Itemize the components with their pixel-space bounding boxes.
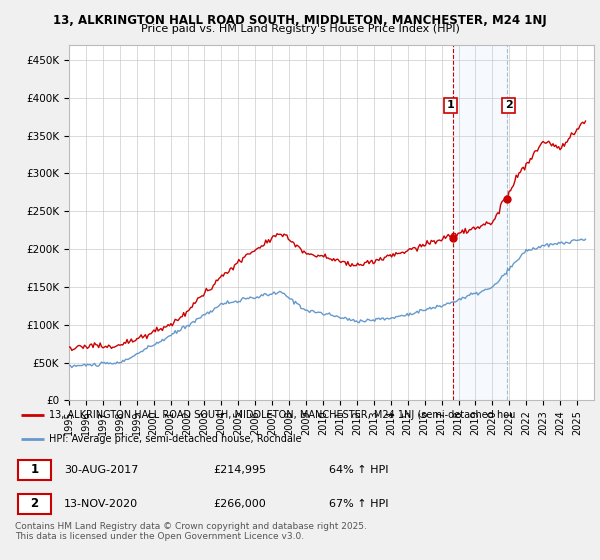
Text: 13, ALKRINGTON HALL ROAD SOUTH, MIDDLETON, MANCHESTER, M24 1NJ (semi-detached ho: 13, ALKRINGTON HALL ROAD SOUTH, MIDDLETO… — [49, 410, 516, 420]
Text: HPI: Average price, semi-detached house, Rochdale: HPI: Average price, semi-detached house,… — [49, 435, 302, 444]
Text: 1: 1 — [446, 100, 454, 110]
FancyBboxPatch shape — [18, 460, 51, 480]
Text: Contains HM Land Registry data © Crown copyright and database right 2025.
This d: Contains HM Land Registry data © Crown c… — [15, 522, 367, 542]
Text: £214,995: £214,995 — [214, 465, 267, 475]
Text: 2: 2 — [505, 100, 512, 110]
Text: 67% ↑ HPI: 67% ↑ HPI — [329, 499, 388, 509]
Text: 13, ALKRINGTON HALL ROAD SOUTH, MIDDLETON, MANCHESTER, M24 1NJ: 13, ALKRINGTON HALL ROAD SOUTH, MIDDLETO… — [53, 14, 547, 27]
Text: £266,000: £266,000 — [214, 499, 266, 509]
Text: 30-AUG-2017: 30-AUG-2017 — [64, 465, 138, 475]
FancyBboxPatch shape — [18, 494, 51, 514]
Bar — [453, 45, 507, 400]
Text: 2: 2 — [31, 497, 38, 510]
Text: 13-NOV-2020: 13-NOV-2020 — [64, 499, 138, 509]
Text: Price paid vs. HM Land Registry's House Price Index (HPI): Price paid vs. HM Land Registry's House … — [140, 24, 460, 34]
Text: 64% ↑ HPI: 64% ↑ HPI — [329, 465, 388, 475]
Text: 1: 1 — [31, 463, 38, 476]
